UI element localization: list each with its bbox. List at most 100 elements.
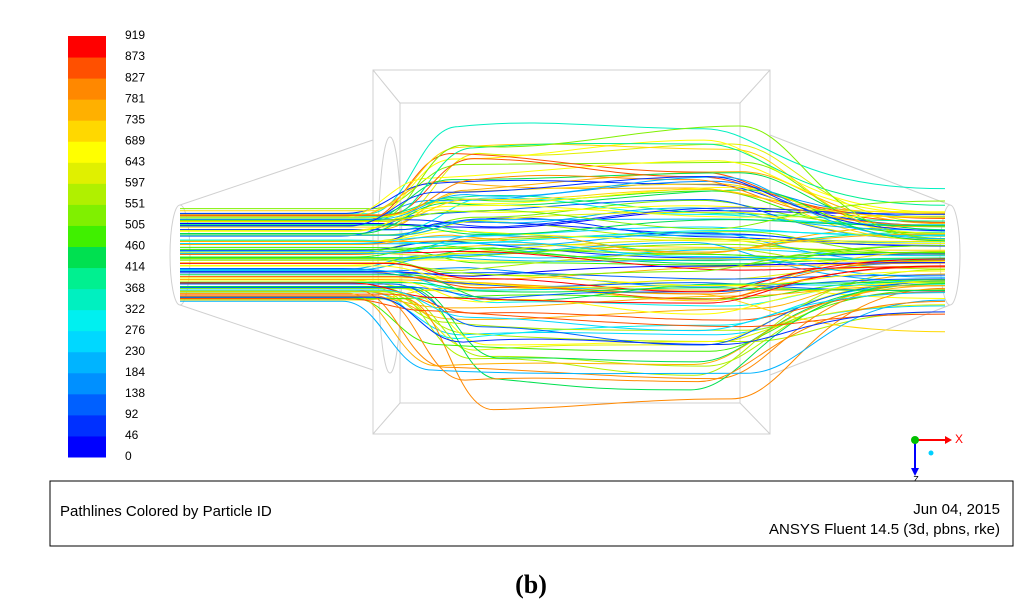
colorbar-band: [68, 309, 106, 332]
pathline: [180, 183, 946, 242]
colorbar-band: [68, 330, 106, 353]
pathline: [180, 200, 946, 230]
pathline: [180, 245, 946, 276]
pathline: [180, 143, 946, 237]
pathline: [180, 161, 946, 240]
pathline: [180, 297, 946, 328]
colorbar-band: [68, 162, 106, 184]
colorbar-band: [68, 141, 106, 163]
pathline: [180, 287, 946, 411]
pathline: [180, 283, 946, 363]
pathline: [180, 280, 946, 315]
colorbar-band: [68, 414, 106, 437]
colorbar-label: 643: [125, 154, 145, 168]
colorbar-band: [68, 267, 106, 290]
colorbar-band: [68, 288, 106, 311]
triad-z-label: Z: [913, 474, 919, 484]
colorbar-label: 368: [125, 281, 145, 295]
pathline: [180, 285, 946, 367]
colorbar-label: 322: [125, 302, 145, 316]
colorbar-label: 276: [125, 323, 145, 337]
pathline: [180, 176, 946, 240]
pathline: [180, 280, 946, 380]
pathline: [180, 296, 946, 345]
pathline: [180, 142, 946, 218]
colorbar-band: [68, 78, 106, 100]
pathline: [180, 256, 946, 278]
pathline: [180, 273, 946, 320]
pathline: [180, 266, 946, 300]
colorbar: 0 46 92 138 184 230 276 322 368 414 460 505 551 597 64…: [68, 28, 145, 463]
pathline: [180, 280, 946, 391]
colorbar-band: [68, 204, 106, 226]
colorbar-label: 735: [125, 112, 145, 126]
colorbar-band: [68, 99, 106, 121]
pathline: [180, 175, 946, 232]
colorbar-band: [68, 393, 106, 416]
colorbar-label: 460: [125, 239, 145, 253]
colorbar-band: [68, 435, 106, 458]
triad-x-label: X: [955, 432, 963, 446]
pathline: [180, 204, 946, 219]
axis-triad: X Z: [911, 432, 963, 484]
pathline: [180, 243, 946, 260]
colorbar-label: 230: [125, 344, 145, 358]
colorbar-label: 505: [125, 218, 145, 232]
colorbar-label: 873: [125, 49, 145, 63]
pathlines: [180, 122, 946, 411]
colorbar-label: 827: [125, 70, 145, 84]
pathline: [180, 245, 946, 262]
caption: Pathlines Colored by Particle ID: [60, 503, 272, 520]
colorbar-band: [68, 36, 106, 58]
colorbar-band: [68, 225, 106, 247]
colorbar-label: 92: [125, 407, 139, 421]
pathline: [180, 160, 946, 219]
colorbar-label: 597: [125, 176, 145, 190]
software: ANSYS Fluent 14.5 (3d, pbns, rke): [769, 521, 1000, 538]
pathline: [180, 125, 946, 240]
pathline: [180, 233, 946, 255]
date: Jun 04, 2015: [913, 501, 1000, 518]
pathline: [180, 171, 946, 231]
pathline: [180, 291, 946, 321]
colorbar-band: [68, 183, 106, 205]
colorbar-label: 781: [125, 91, 145, 105]
pathline: [180, 278, 946, 299]
colorbar-label: 184: [125, 365, 145, 379]
pathline: [180, 122, 946, 215]
pathline: [180, 262, 946, 277]
colorbar-label: 46: [125, 428, 139, 442]
pathline: [180, 139, 946, 221]
pathline: [180, 143, 946, 224]
colorbar-label: 689: [125, 133, 145, 147]
colorbar-band: [68, 246, 106, 269]
pathline: [180, 241, 946, 260]
pathline: [180, 283, 946, 340]
colorbar-band: [68, 351, 106, 374]
pathline: [180, 230, 946, 245]
pathline: [180, 281, 946, 346]
pathline: [180, 172, 946, 231]
footer-box: [49, 480, 1014, 547]
pathline: [180, 282, 946, 293]
colorbar-label: 919: [125, 28, 145, 42]
pathline: [180, 295, 946, 383]
colorbar-label: 0: [125, 449, 132, 463]
figure-label: (b): [515, 570, 547, 599]
colorbar-band: [68, 120, 106, 142]
pathline: [180, 299, 946, 375]
colorbar-label: 551: [125, 197, 145, 211]
pathline: [180, 246, 946, 261]
pathline: [180, 197, 946, 231]
pathline: [180, 289, 946, 332]
colorbar-band: [68, 372, 106, 395]
pathline: [180, 265, 946, 288]
colorbar-label: 138: [125, 386, 145, 400]
pathline: [180, 274, 946, 301]
pathline: [180, 174, 946, 227]
pathline: [180, 238, 946, 257]
colorbar-label: 414: [125, 260, 145, 274]
colorbar-band: [68, 57, 106, 79]
pathline: [180, 229, 946, 244]
